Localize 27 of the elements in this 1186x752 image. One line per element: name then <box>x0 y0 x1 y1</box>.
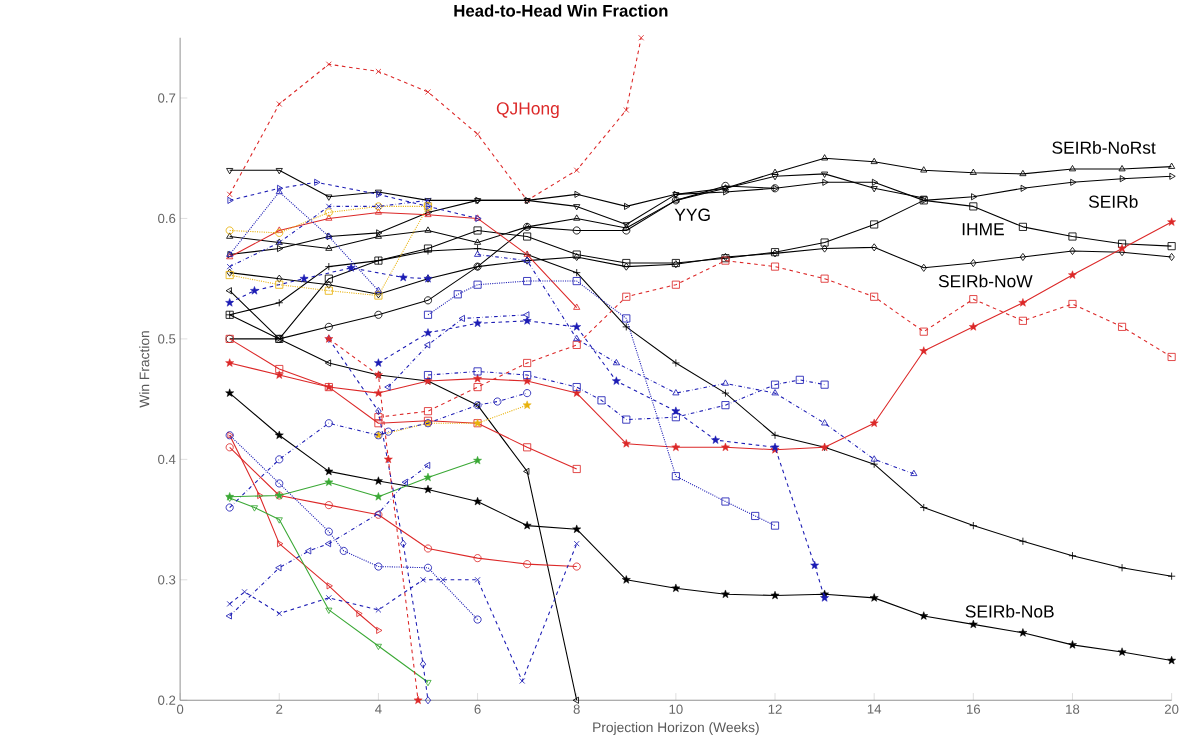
x-tick-label: 16 <box>966 704 981 715</box>
x-tick-label: 10 <box>669 704 683 715</box>
x-tick-label: 4 <box>375 704 382 714</box>
x-tick-label: 2 <box>276 704 283 714</box>
y-tick-label: 0.4 <box>158 454 176 465</box>
series-label: YYG <box>674 208 710 222</box>
series-label: IHME <box>962 223 1004 236</box>
y-axis-title: Win Fraction <box>139 331 150 408</box>
x-tick-label: 12 <box>768 704 782 714</box>
y-tick-label: 0.3 <box>158 575 176 585</box>
x-tick-label: 18 <box>1066 704 1080 715</box>
series-label: SEIRb-NoW <box>938 274 1033 288</box>
y-tick-label: 0.6 <box>158 214 176 224</box>
x-tick-label: 20 <box>1164 704 1179 715</box>
y-tick-label: 0.5 <box>158 334 176 344</box>
y-tick-label: 0.2 <box>158 695 176 706</box>
y-tick-label: 0.7 <box>158 93 176 103</box>
x-tick-label: 14 <box>867 704 882 714</box>
series-label: SEIRb-NoB <box>965 605 1054 618</box>
series-label: SEIRb-NoRst <box>1052 141 1156 155</box>
x-axis-title: Projection Horizon (Weeks) <box>593 722 759 736</box>
x-tick-label: 6 <box>474 704 481 715</box>
x-tick-label: 0 <box>176 704 184 715</box>
chart-title: Head-to-Head Win Fraction <box>454 4 668 17</box>
series-label: QJHong <box>496 102 559 119</box>
x-tick-label: 8 <box>573 704 580 715</box>
series-label: SEIRb <box>1088 195 1138 209</box>
